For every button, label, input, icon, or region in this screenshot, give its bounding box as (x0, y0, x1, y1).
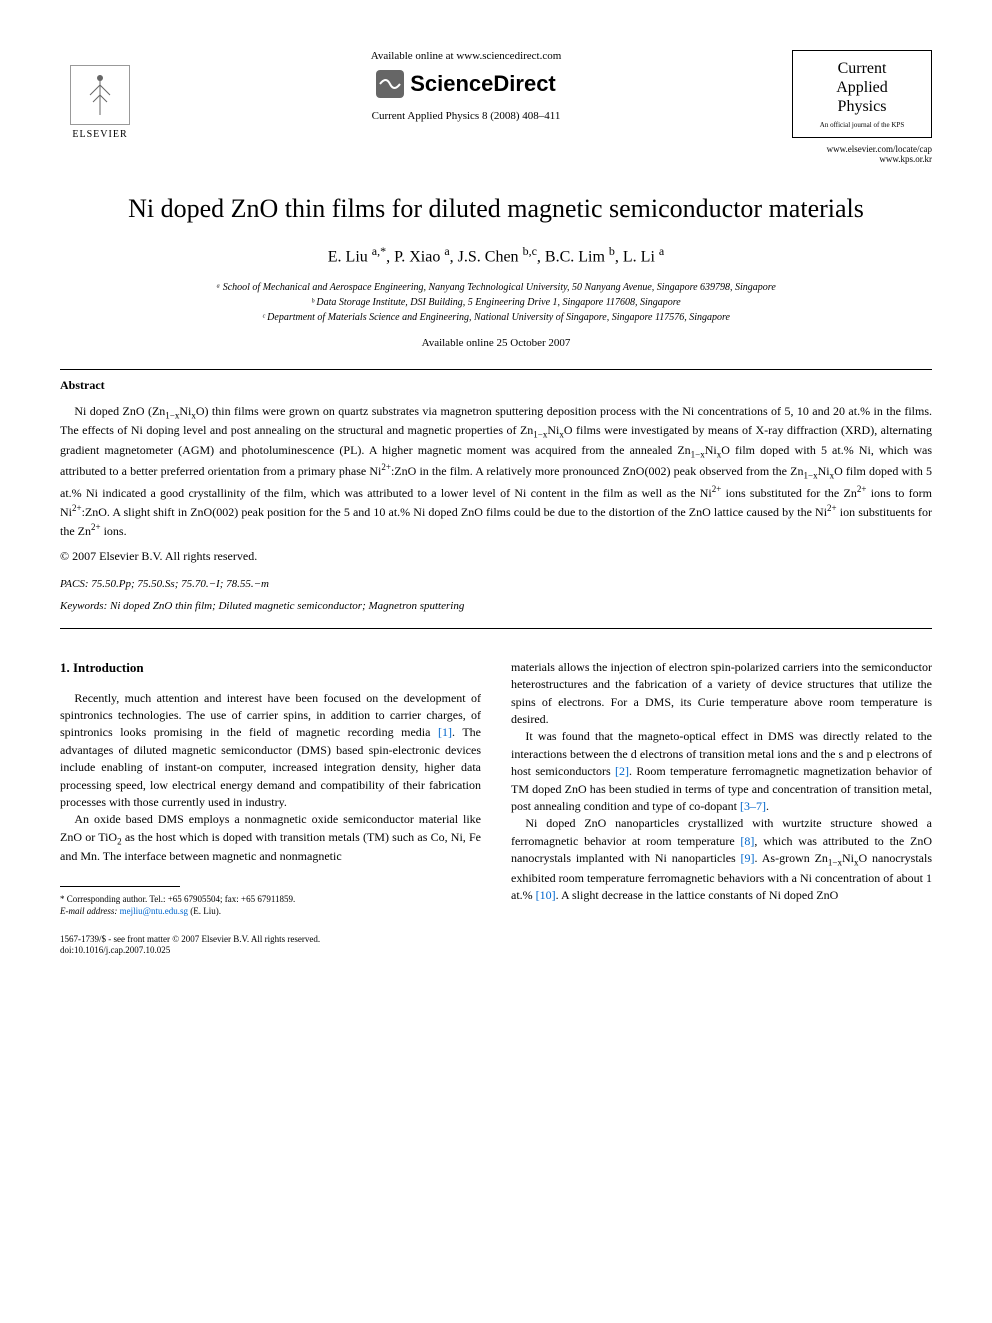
available-online-text: Available online at www.sciencedirect.co… (160, 50, 772, 62)
journal-box: Current Applied Physics An official jour… (792, 50, 932, 138)
column-left: 1. Introduction Recently, much attention… (60, 659, 481, 957)
journal-name-line1: Current (801, 59, 923, 78)
journal-name-line2: Applied (801, 78, 923, 97)
corresponding-footnote: * Corresponding author. Tel.: +65 679055… (60, 893, 481, 918)
intro-heading: 1. Introduction (60, 659, 481, 678)
email-label: E-mail address: (60, 906, 117, 916)
email-line: E-mail address: mejliu@ntu.edu.sg (E. Li… (60, 905, 481, 918)
keywords-text: Ni doped ZnO thin film; Diluted magnetic… (110, 600, 464, 612)
pacs-line: PACS: 75.50.Pp; 75.50.Ss; 75.70.−I; 78.5… (60, 578, 932, 590)
elsevier-label: ELSEVIER (72, 129, 127, 140)
center-header: Available online at www.sciencedirect.co… (140, 50, 792, 122)
intro-p5: Ni doped ZnO nanoparticles crystallized … (511, 815, 932, 904)
keywords-label: Keywords: (60, 600, 107, 612)
rule-1 (60, 369, 932, 370)
sciencedirect-brand: ScienceDirect (160, 70, 772, 98)
journal-name-line3: Physics (801, 97, 923, 116)
article-title: Ni doped ZnO thin films for diluted magn… (60, 194, 932, 224)
sciencedirect-text: ScienceDirect (410, 71, 556, 97)
pacs-codes: 75.50.Pp; 75.50.Ss; 75.70.−I; 78.55.−m (91, 578, 269, 590)
corresponding-text: * Corresponding author. Tel.: +65 679055… (60, 893, 481, 906)
email-author: (E. Liu). (190, 906, 221, 916)
footer-line1: 1567-1739/$ - see front matter © 2007 El… (60, 934, 481, 946)
abstract-copyright: © 2007 Elsevier B.V. All rights reserved… (60, 549, 932, 564)
intro-p1: Recently, much attention and interest ha… (60, 690, 481, 812)
rule-2 (60, 628, 932, 629)
available-date: Available online 25 October 2007 (60, 337, 932, 349)
journal-subtext: An official journal of the KPS (801, 121, 923, 129)
pacs-label: PACS: (60, 578, 89, 590)
affiliation-b: ᵇ Data Storage Institute, DSI Building, … (60, 295, 932, 310)
column-right: materials allows the injection of electr… (511, 659, 932, 957)
elsevier-tree-icon (70, 65, 130, 125)
affiliation-c: ᶜ Department of Materials Science and En… (60, 310, 932, 325)
abstract-text: Ni doped ZnO (Zn1−xNixO) thin films were… (60, 403, 932, 541)
intro-p4: It was found that the magneto-optical ef… (511, 728, 932, 815)
affiliation-a: ᵃ School of Mechanical and Aerospace Eng… (60, 280, 932, 295)
journal-urls: www.elsevier.com/locate/cap www.kps.or.k… (792, 144, 932, 164)
journal-url-2: www.kps.or.kr (792, 154, 932, 164)
footnote-rule (60, 886, 180, 887)
journal-box-wrapper: Current Applied Physics An official jour… (792, 50, 932, 164)
authors-line: E. Liu a,*, P. Xiao a, J.S. Chen b,c, B.… (60, 244, 932, 266)
intro-p3: materials allows the injection of electr… (511, 659, 932, 729)
abstract-label: Abstract (60, 378, 932, 393)
body-columns: 1. Introduction Recently, much attention… (60, 659, 932, 957)
email-address[interactable]: mejliu@ntu.edu.sg (120, 906, 188, 916)
sciencedirect-icon (376, 70, 404, 98)
journal-url-1: www.elsevier.com/locate/cap (792, 144, 932, 154)
footer-line2: doi:10.1016/j.cap.2007.10.025 (60, 945, 481, 957)
footer-meta: 1567-1739/$ - see front matter © 2007 El… (60, 934, 481, 957)
header-row: ELSEVIER Available online at www.science… (60, 50, 932, 164)
elsevier-logo: ELSEVIER (60, 50, 140, 140)
keywords-line: Keywords: Ni doped ZnO thin film; Dilute… (60, 600, 932, 612)
intro-p2: An oxide based DMS employs a nonmagnetic… (60, 811, 481, 865)
affiliations: ᵃ School of Mechanical and Aerospace Eng… (60, 280, 932, 325)
journal-reference: Current Applied Physics 8 (2008) 408–411 (160, 110, 772, 122)
